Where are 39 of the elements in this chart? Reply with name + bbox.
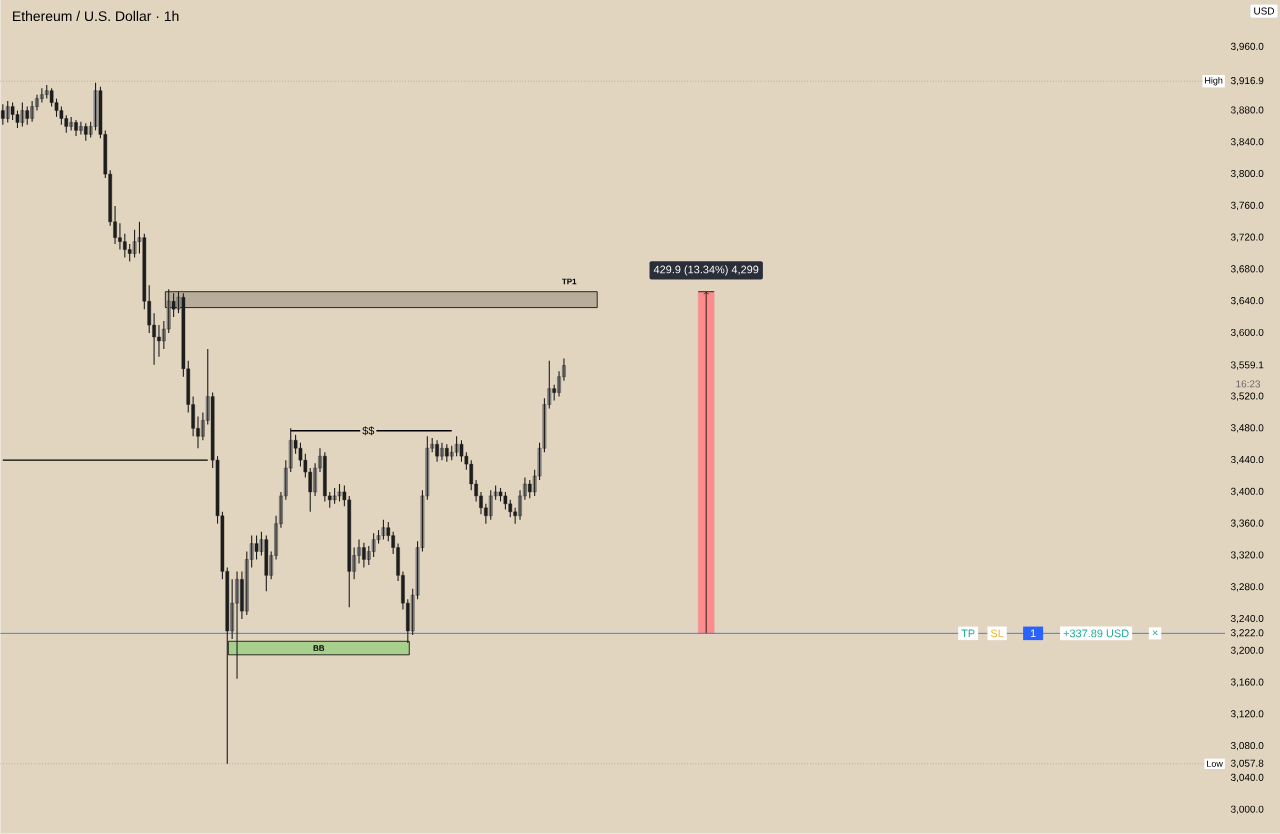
- y-tick-label: 3,559.1: [1230, 361, 1264, 370]
- annotation: SL: [990, 629, 1004, 638]
- y-tick-label: 3,240.0: [1230, 615, 1264, 624]
- annotation: $$: [362, 426, 375, 436]
- y-tick-label: 3,320.0: [1230, 551, 1264, 560]
- y-tick-label: 3,200.0: [1230, 646, 1264, 656]
- y-tick-label: 3,057.8: [1230, 759, 1264, 769]
- ref-line-label: Low: [1207, 760, 1223, 768]
- ref-line-label: High: [1205, 77, 1223, 86]
- y-tick-label: 3,440.0: [1230, 456, 1264, 465]
- y-tick-label: 3,640.0: [1230, 297, 1264, 306]
- chart-title: Ethereum / U.S. Dollar · 1h: [13, 10, 179, 22]
- y-tick-label: 3,800.0: [1230, 170, 1264, 179]
- y-tick-label: 3,480.0: [1230, 424, 1264, 433]
- y-tick-label: 3,222.0: [1230, 629, 1264, 638]
- text: 16:23: [1236, 380, 1261, 388]
- y-tick-label: 3,080.0: [1230, 742, 1264, 751]
- annotation: +337.89 USD: [1063, 629, 1129, 638]
- y-tick-label: 3,916.9: [1230, 77, 1264, 86]
- y-tick-label: 3,760.0: [1230, 201, 1264, 211]
- y-tick-label: 3,960.0: [1230, 42, 1264, 52]
- text: USD: [1254, 7, 1275, 15]
- y-tick-label: 3,160.0: [1230, 678, 1264, 687]
- y-tick-label: 3,720.0: [1230, 233, 1264, 242]
- y-tick-label: 3,280.0: [1230, 583, 1264, 592]
- annotation: TP: [961, 629, 975, 638]
- annotation: 429.9 (13.34%) 4,299: [653, 265, 759, 276]
- y-tick-label: 3,600.0: [1230, 329, 1264, 338]
- y-tick-label: 3,880.0: [1230, 106, 1264, 115]
- y-tick-label: 3,000.0: [1230, 805, 1264, 814]
- annotation: ×: [1152, 630, 1158, 636]
- y-tick-label: 3,120.0: [1230, 710, 1264, 719]
- y-tick-label: 3,400.0: [1230, 487, 1264, 497]
- annotation: 1: [1030, 629, 1036, 638]
- y-tick-label: 3,680.0: [1230, 265, 1264, 274]
- y-tick-label: 3,040.0: [1230, 773, 1264, 783]
- y-tick-label: 3,360.0: [1230, 519, 1264, 528]
- y-tick-label: 3,520.0: [1230, 392, 1264, 401]
- y-tick-label: 3,840.0: [1230, 138, 1264, 147]
